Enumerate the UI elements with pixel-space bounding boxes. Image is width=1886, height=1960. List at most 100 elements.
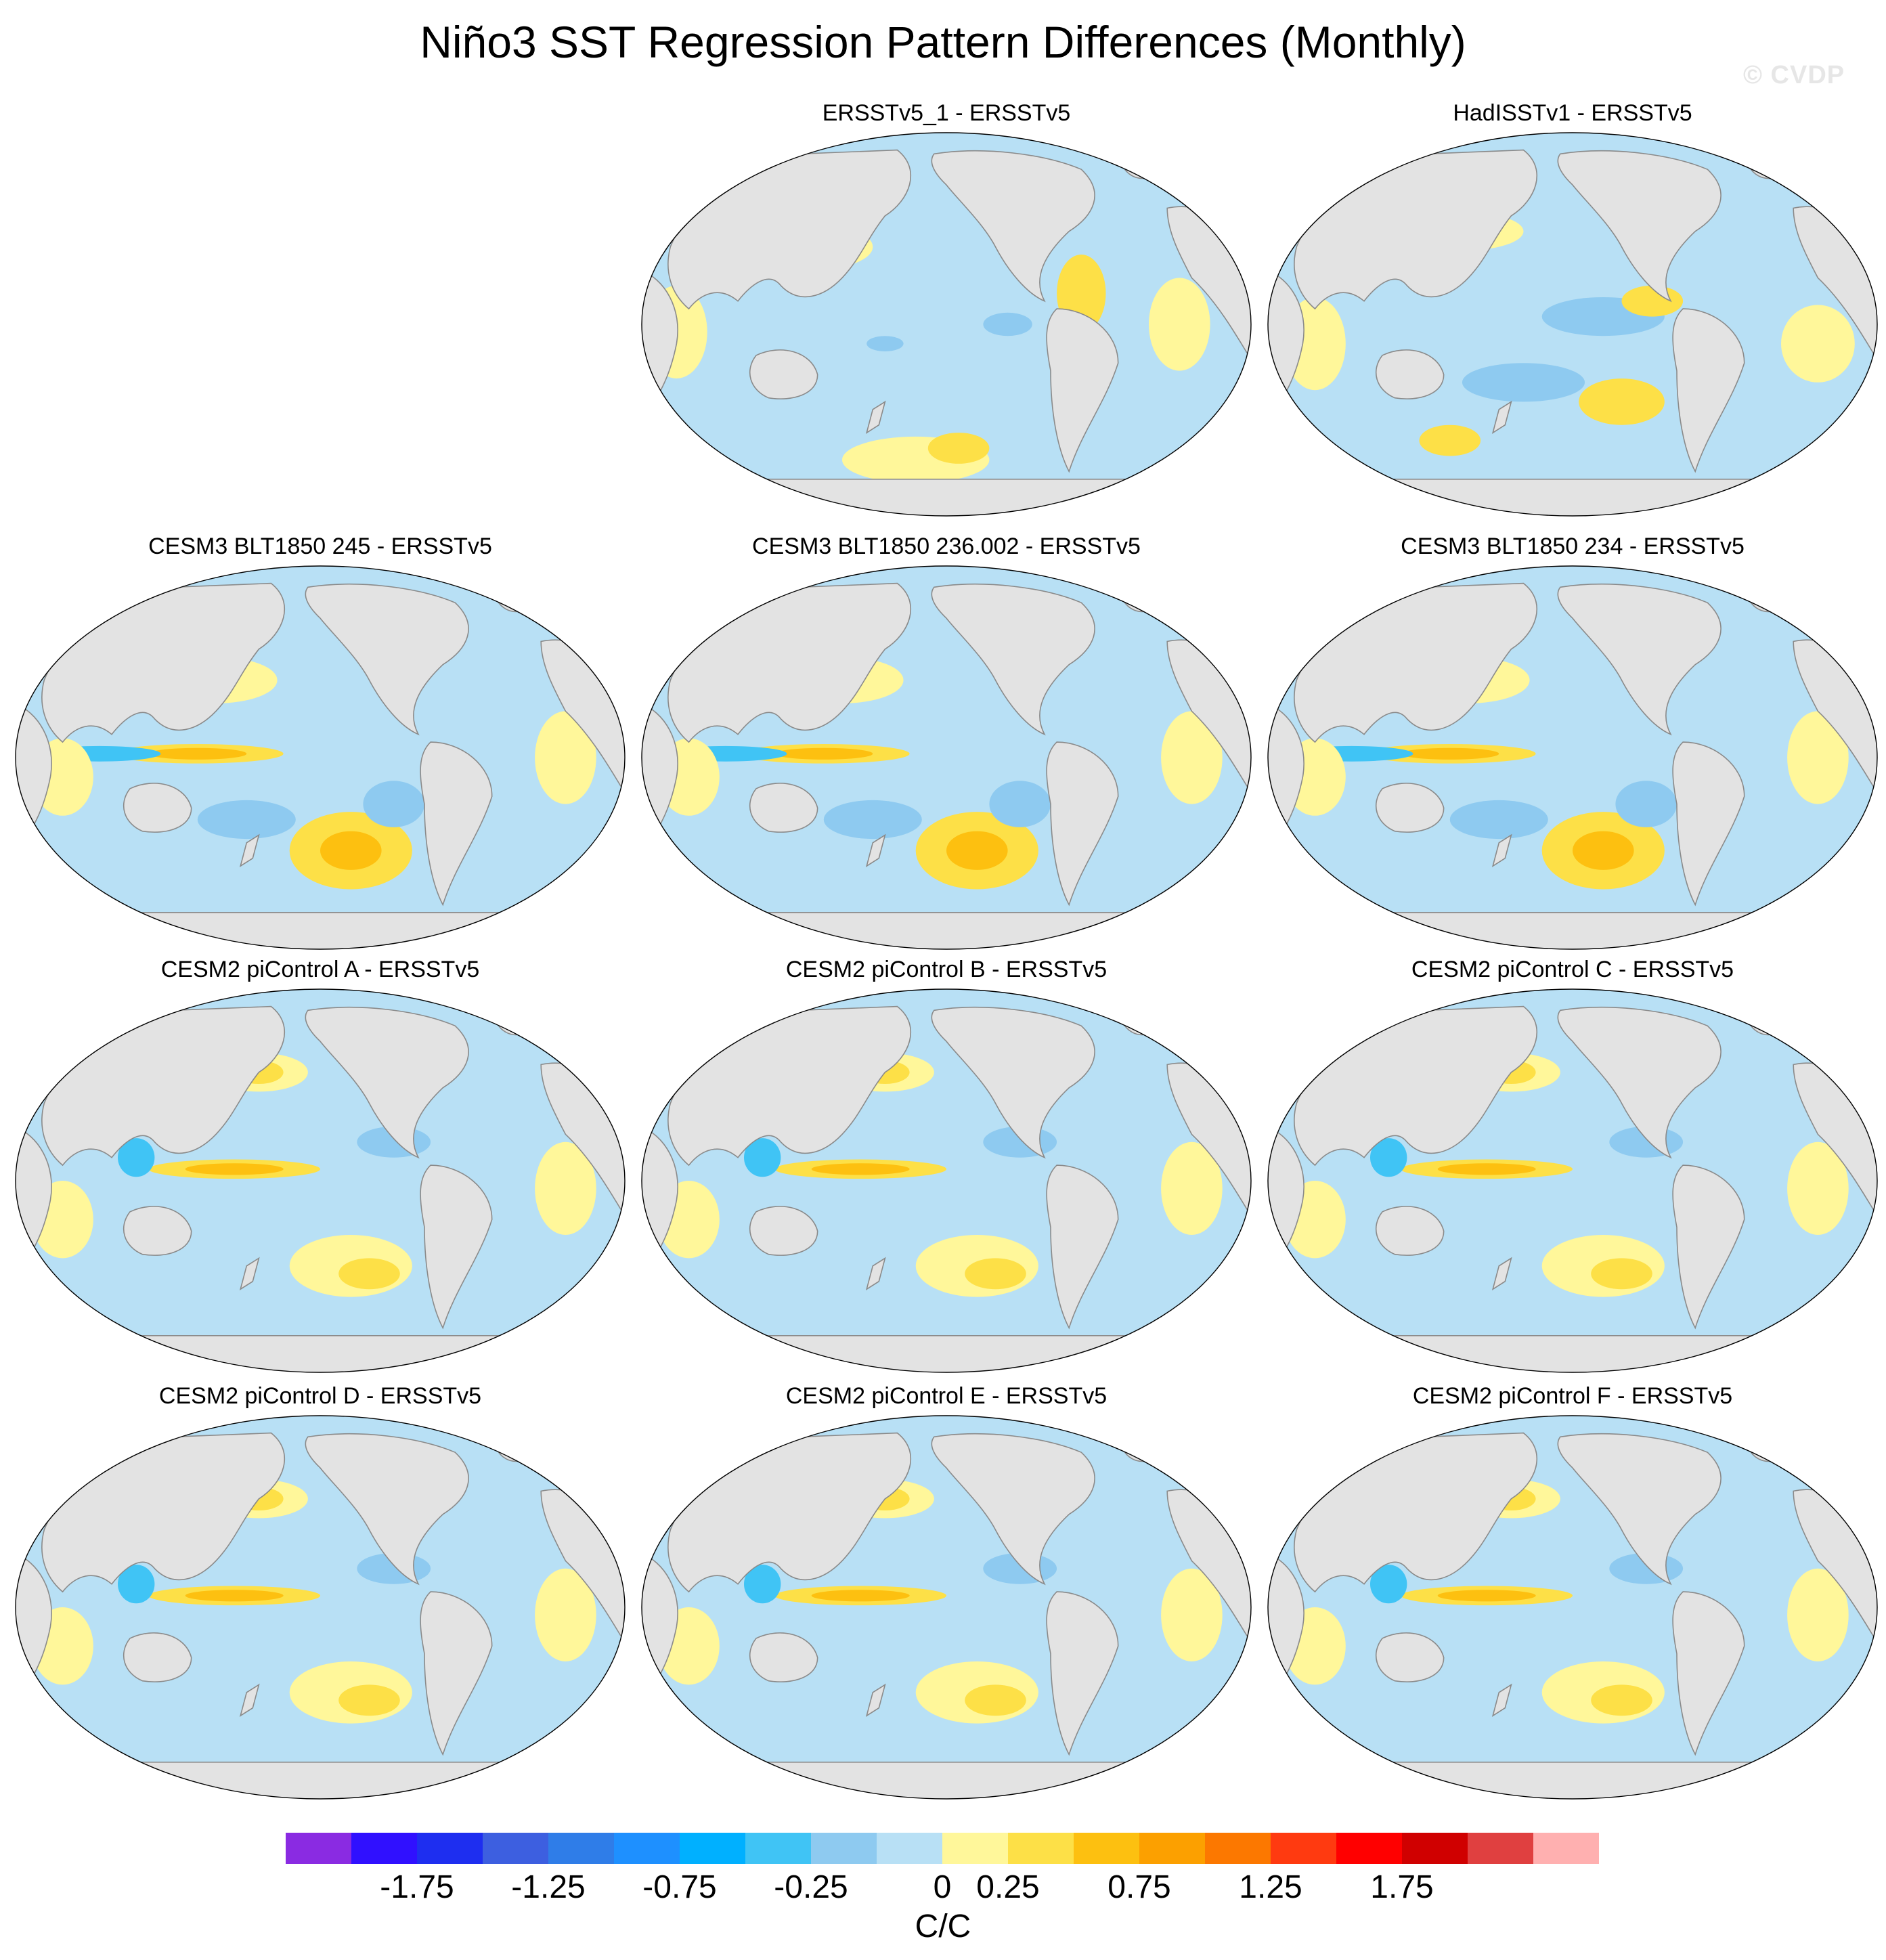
colorbar-box xyxy=(1533,1833,1599,1864)
colorbar-box xyxy=(745,1833,811,1864)
land-australia xyxy=(123,1632,192,1682)
map-border xyxy=(1267,132,1878,517)
map xyxy=(641,988,1252,1373)
anomaly-contour xyxy=(1573,831,1634,870)
map-panel: CESM2 piControl D - ERSSTv5 xyxy=(14,1381,627,1801)
anomaly-contour xyxy=(1370,1138,1407,1177)
map-border xyxy=(1267,565,1878,950)
anomaly-contour xyxy=(535,1568,596,1661)
anomaly-contour xyxy=(118,1565,155,1604)
land-antarctica xyxy=(1268,479,1877,516)
map-panel: CESM3 BLT1850 236.002 - ERSSTv5 xyxy=(640,531,1253,951)
colorbar xyxy=(286,1833,1599,1864)
anomaly-contour xyxy=(535,711,596,804)
map-border xyxy=(641,1415,1252,1800)
anomaly-contour xyxy=(946,831,1008,870)
land-samerica xyxy=(1046,308,1119,473)
anomaly-contour xyxy=(1787,711,1849,804)
land-namerica xyxy=(931,1007,1095,1159)
land-antarctica xyxy=(16,912,625,949)
colorbar-units: C/C xyxy=(915,1909,971,1944)
land-nz xyxy=(239,1683,260,1717)
anomaly-contour xyxy=(1621,285,1684,317)
map-panel: CESM3 BLT1850 234 - ERSSTv5 xyxy=(1266,531,1879,951)
land-namerica xyxy=(931,1433,1095,1586)
panel-title: CESM2 piControl F - ERSSTv5 xyxy=(1412,1383,1733,1409)
map-border xyxy=(15,565,626,950)
land-namerica xyxy=(931,584,1095,736)
anomaly-contour xyxy=(811,1163,910,1175)
map-panel: CESM3 BLT1850 245 - ERSSTv5 xyxy=(14,531,627,951)
map-border xyxy=(1267,1415,1878,1800)
land-nz xyxy=(1491,1683,1512,1717)
land-samerica xyxy=(1046,1591,1119,1756)
anomaly-contour xyxy=(1781,305,1855,383)
land-australia xyxy=(1376,1206,1445,1256)
anomaly-contour xyxy=(1462,363,1585,402)
land-antarctica xyxy=(1268,1335,1877,1372)
colorbar-tick-label: 1.75 xyxy=(1370,1869,1434,1905)
colorbar-box xyxy=(548,1833,614,1864)
panel-title: ERSSTv5_1 - ERSSTv5 xyxy=(822,100,1071,126)
land-nz xyxy=(239,1257,260,1290)
colorbar-tick-label: 1.25 xyxy=(1239,1869,1302,1905)
colorbar-box xyxy=(1008,1833,1074,1864)
colorbar-box xyxy=(1468,1833,1533,1864)
anomaly-contour xyxy=(1161,1141,1223,1235)
land-nz xyxy=(1491,400,1512,434)
land-antarctica xyxy=(16,1335,625,1372)
map-border xyxy=(15,988,626,1373)
land-samerica xyxy=(420,1591,493,1756)
panel-title: CESM3 BLT1850 245 - ERSSTv5 xyxy=(148,533,492,559)
anomaly-contour xyxy=(774,747,873,760)
anomaly-contour xyxy=(965,1684,1026,1716)
colorbar-box xyxy=(614,1833,680,1864)
anomaly-contour xyxy=(1437,1163,1536,1175)
map-border xyxy=(15,1415,626,1800)
anomaly-contour xyxy=(1591,1258,1652,1290)
map xyxy=(641,565,1252,950)
anomaly-contour xyxy=(1161,711,1223,804)
figure-title: Niño3 SST Regression Pattern Differences… xyxy=(420,17,1466,67)
colorbar-tick-label: -0.25 xyxy=(774,1869,848,1905)
anomaly-contour xyxy=(185,1590,284,1602)
land-australia xyxy=(749,349,818,399)
land-namerica xyxy=(305,584,469,736)
colorbar-box xyxy=(680,1833,745,1864)
land-nz xyxy=(865,1257,886,1290)
land-samerica xyxy=(1672,1164,1745,1330)
anomaly-contour xyxy=(535,1141,596,1235)
anomaly-contour xyxy=(1787,1141,1849,1235)
land-antarctica xyxy=(642,1335,1251,1372)
anomaly-contour xyxy=(927,433,990,464)
colorbar-box xyxy=(811,1833,877,1864)
colorbar-box xyxy=(483,1833,548,1864)
watermark: © CVDP xyxy=(1743,61,1845,89)
colorbar-box xyxy=(942,1833,1008,1864)
panel-title: CESM2 piControl B - ERSSTv5 xyxy=(785,957,1108,982)
anomaly-contour xyxy=(1419,424,1481,456)
anomaly-contour xyxy=(983,312,1032,336)
colorbar-box xyxy=(1074,1833,1139,1864)
anomaly-contour xyxy=(823,800,922,840)
colorbar-box xyxy=(286,1833,351,1864)
colorbar-tick-label: 0 xyxy=(933,1869,952,1905)
anomaly-contour xyxy=(1161,1568,1223,1661)
map-panel: HadISSTv1 - ERSSTv5 xyxy=(1266,98,1879,518)
anomaly-contour xyxy=(1579,378,1665,425)
colorbar-box xyxy=(1205,1833,1271,1864)
land-australia xyxy=(1376,1632,1445,1682)
land-samerica xyxy=(1672,741,1745,907)
land-samerica xyxy=(420,741,493,907)
anomaly-contour xyxy=(811,1590,910,1602)
map xyxy=(1267,565,1878,950)
colorbar-tick-label: 0.25 xyxy=(976,1869,1040,1905)
land-nz xyxy=(865,833,886,867)
panel-title: CESM2 piControl E - ERSSTv5 xyxy=(785,1383,1108,1409)
colorbar-box xyxy=(1271,1833,1336,1864)
panel-title: HadISSTv1 - ERSSTv5 xyxy=(1453,100,1692,126)
land-antarctica xyxy=(642,1762,1251,1799)
map-border xyxy=(641,132,1252,517)
anomaly-contour xyxy=(338,1258,400,1290)
map-border xyxy=(1267,988,1878,1373)
